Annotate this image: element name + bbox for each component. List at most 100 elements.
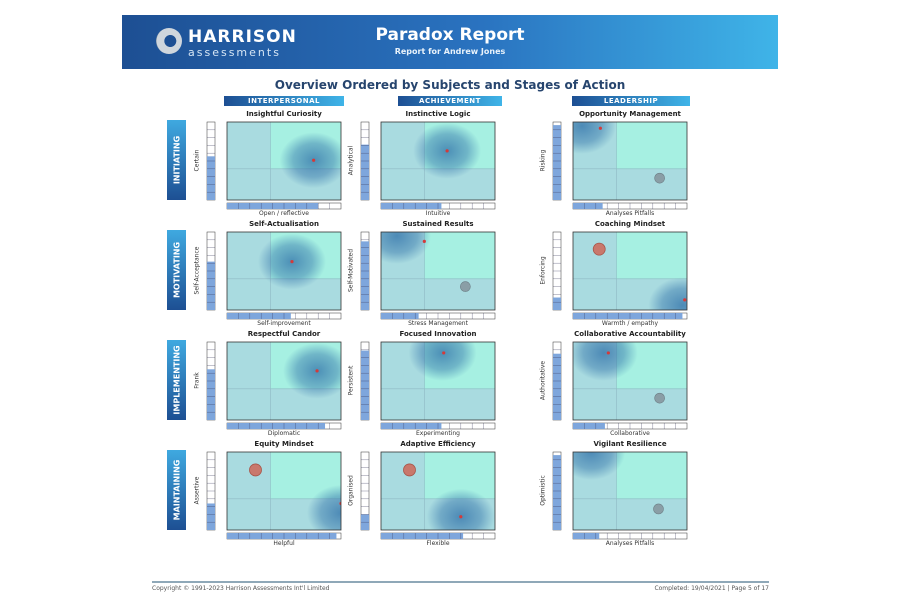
x-axis-label: Warmth / empathy — [601, 320, 659, 327]
x-axis-label: Helpful — [273, 540, 295, 547]
score-area — [279, 132, 341, 189]
y-axis-label: Authoritative — [539, 360, 547, 401]
paradox-target — [403, 463, 416, 477]
plot-border — [380, 231, 496, 311]
chart-title: Instinctive Logic — [405, 110, 471, 118]
stage-implementing: IMPLEMENTING — [167, 340, 186, 420]
subject-achievement: ACHIEVEMENT — [398, 96, 502, 106]
x-axis-label: Stress Management — [408, 320, 468, 327]
score-area — [381, 232, 431, 264]
y-score-fill — [361, 241, 369, 310]
logo-main: HARRISON — [188, 27, 297, 47]
marks — [573, 342, 665, 404]
x-axis-label: Analyses Pitfalls — [605, 210, 655, 217]
stage-label: MAINTAINING — [172, 459, 181, 521]
y-score-fill — [361, 144, 369, 200]
report-title: Paradox Report — [375, 25, 525, 45]
paradox-chart — [552, 451, 688, 540]
y-axis-label: Enforcing — [539, 256, 547, 285]
copyright: Copyright © 1991-2023 Harrison Assessmen… — [152, 585, 330, 592]
x-axis-label: Diplomatic — [267, 430, 301, 437]
chart-title: Insightful Curiosity — [246, 110, 322, 118]
quadrant-target — [424, 232, 495, 279]
y-axis-label: Analytical — [347, 145, 355, 176]
chart-title: Respectful Candor — [247, 330, 321, 338]
marks — [573, 452, 664, 515]
chart-title: Opportunity Management — [579, 110, 681, 118]
paradox-chart — [206, 341, 342, 430]
x-score-fill — [381, 423, 442, 429]
stage-label: MOTIVATING — [172, 241, 181, 299]
y-axis-label: Assertive — [193, 476, 201, 505]
score-area — [573, 452, 626, 480]
score-point — [312, 158, 316, 162]
x-score-fill — [227, 313, 291, 319]
ideal-target — [654, 392, 665, 404]
chart-title: Adaptive Efficiency — [400, 440, 476, 448]
y-axis-label: Organised — [347, 475, 355, 506]
quadrant-target — [616, 232, 687, 279]
x-score-fill — [227, 423, 326, 429]
score-area — [648, 277, 687, 310]
score-area — [426, 488, 495, 530]
paradox-chart — [206, 451, 342, 540]
harrison-logo-icon — [156, 28, 182, 54]
score-point — [442, 351, 446, 355]
paradox-chart — [360, 451, 496, 540]
ideal-target — [460, 281, 471, 292]
y-axis-label: Frank — [193, 372, 201, 389]
marks — [249, 463, 341, 530]
marks — [592, 242, 687, 310]
stage-initiating: INITIATING — [167, 120, 186, 200]
footer-divider — [152, 581, 769, 583]
plot-border — [572, 231, 688, 311]
chart-title: Self-Actualisation — [249, 220, 319, 228]
stage-label: IMPLEMENTING — [172, 345, 181, 415]
y-score-fill — [207, 156, 215, 200]
paradox-chart — [552, 341, 688, 430]
marks — [279, 132, 341, 189]
subject-interpersonal: INTERPERSONAL — [224, 96, 344, 106]
paradox-target — [592, 242, 606, 256]
score-point — [315, 369, 319, 373]
chart-title: Vigilant Resilience — [593, 440, 667, 448]
marks — [283, 342, 341, 399]
x-score-fill — [573, 313, 683, 319]
y-score-fill — [553, 125, 561, 200]
plot-border — [380, 451, 496, 531]
subject-leadership: LEADERSHIP — [572, 96, 690, 106]
score-point — [445, 149, 449, 153]
marks — [257, 233, 326, 290]
chart-title: Coaching Mindset — [594, 220, 666, 228]
plot-border — [380, 341, 496, 421]
x-score-fill — [227, 533, 337, 539]
y-score-fill — [207, 503, 215, 530]
x-axis-label: Analyses Pitfalls — [605, 540, 655, 547]
paradox-chart — [360, 341, 496, 430]
plot-border — [572, 341, 688, 421]
score-area — [573, 342, 638, 381]
y-score-fill — [207, 261, 215, 310]
score-point — [422, 239, 426, 243]
marks — [408, 342, 477, 381]
y-score-fill — [361, 350, 369, 420]
x-axis-label: Flexible — [426, 540, 450, 547]
plot-border — [380, 121, 496, 201]
x-score-fill — [573, 423, 605, 429]
paradox-chart — [360, 231, 496, 320]
chart-title: Sustained Results — [402, 220, 474, 228]
logo-sub: assessments — [188, 46, 281, 59]
x-axis-label: Experimenting — [416, 430, 460, 437]
overview-title: Overview Ordered by Subjects and Stages … — [274, 78, 626, 92]
x-score-fill — [573, 203, 603, 209]
stage-label: INITIATING — [172, 135, 181, 185]
marks — [573, 122, 665, 184]
paradox-chart — [360, 121, 496, 210]
x-score-fill — [381, 203, 442, 209]
x-score-fill — [381, 313, 419, 319]
plot-border — [226, 341, 342, 421]
score-point — [459, 515, 463, 519]
report-subtitle: Report for Andrew Jones — [394, 47, 506, 56]
header-banner: HARRISON assessments Paradox Report Repo… — [122, 15, 778, 69]
